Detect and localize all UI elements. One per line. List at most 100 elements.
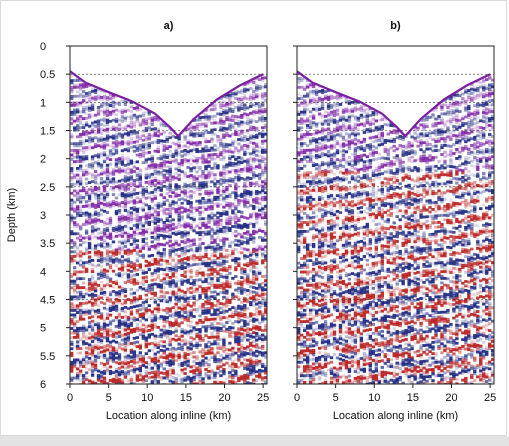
- reflector-cell: [183, 239, 187, 242]
- reflector-cell: [114, 352, 119, 355]
- reflector-cell: [129, 251, 134, 255]
- reflector-cell: [177, 358, 181, 362]
- reflector-cell: [264, 371, 267, 375]
- reflector-cell: [183, 309, 187, 312]
- reflector-cell: [114, 225, 119, 229]
- reflector-cell: [237, 331, 241, 335]
- reflector-cell: [204, 180, 208, 184]
- reflector-cell: [234, 362, 238, 366]
- reflector-cell: [177, 351, 181, 355]
- reflector-cell: [261, 184, 265, 188]
- reflector-cell: [144, 135, 148, 139]
- reflector-cell: [105, 348, 110, 352]
- reflector-cell: [159, 188, 163, 192]
- reflector-cell: [81, 171, 86, 175]
- reflector-cell: [204, 262, 208, 265]
- reflector-cell: [219, 286, 223, 290]
- reflector-cell: [126, 192, 131, 196]
- reflector-cell: [174, 244, 178, 247]
- reflector-cell: [201, 172, 205, 176]
- reflector-cell: [84, 346, 89, 350]
- reflector-cell: [78, 211, 83, 215]
- reflector-cell: [246, 232, 250, 236]
- reflector-cell: [153, 377, 157, 381]
- reflector-cell: [117, 377, 122, 381]
- reflector-cell: [90, 157, 95, 161]
- reflector-cell: [231, 191, 235, 195]
- reflector-cell: [246, 151, 250, 155]
- reflector-cell: [192, 184, 196, 188]
- reflector-cell: [138, 285, 143, 289]
- reflector-cell: [156, 229, 160, 232]
- reflector-cell: [75, 79, 80, 82]
- reflector-cell: [99, 273, 104, 277]
- reflector-cell: [186, 199, 190, 203]
- reflector-cell: [111, 253, 116, 257]
- reflector-cell: [246, 223, 250, 227]
- reflector-cell: [144, 340, 148, 344]
- reflector-cell: [305, 259, 310, 263]
- reflector-cell: [93, 206, 98, 209]
- reflector-cell: [99, 237, 104, 241]
- reflector-cell: [165, 228, 169, 232]
- reflector-cell: [231, 292, 235, 296]
- reflector-cell: [299, 191, 304, 195]
- reflector-cell: [72, 320, 77, 324]
- reflector-cell: [117, 127, 122, 131]
- reflector-cell: [147, 297, 151, 301]
- reflector-cell: [153, 219, 157, 223]
- reflector-cell: [132, 140, 137, 144]
- reflector-cell: [84, 202, 89, 206]
- reflector-cell: [123, 141, 128, 145]
- reflector-cell: [183, 331, 187, 335]
- reflector-cell: [70, 376, 74, 380]
- reflector-cell: [81, 277, 86, 281]
- reflector-cell: [195, 371, 199, 374]
- reflector-cell: [207, 171, 211, 175]
- reflector-cell: [138, 198, 143, 201]
- reflector-cell: [102, 142, 107, 146]
- reflector-cell: [201, 156, 205, 160]
- reflector-cell: [183, 245, 187, 249]
- reflector-cell: [78, 243, 83, 247]
- reflector-cell: [222, 210, 226, 214]
- reflector-cell: [302, 182, 307, 186]
- reflector-cell: [225, 230, 229, 234]
- reflector-cell: [171, 324, 175, 328]
- reflector-cell: [156, 220, 160, 223]
- reflector-cell: [299, 85, 304, 89]
- reflector-cell: [156, 186, 160, 190]
- reflector-cell: [108, 205, 113, 209]
- reflector-cell: [90, 202, 95, 206]
- reflector-cell: [105, 298, 110, 302]
- reflector-cell: [255, 104, 259, 108]
- reflector-cell: [299, 185, 304, 188]
- reflector-cell: [70, 302, 74, 306]
- reflector-cell: [302, 189, 307, 193]
- reflector-cell: [147, 265, 151, 269]
- reflector-cell: [126, 185, 131, 189]
- reflector-cell: [72, 128, 77, 132]
- reflector-cell: [216, 229, 220, 233]
- reflector-cell: [162, 340, 166, 344]
- reflector-cell: [93, 368, 98, 372]
- reflector-cell: [153, 352, 157, 356]
- reflector-cell: [84, 83, 89, 86]
- reflector-cell: [246, 81, 250, 85]
- reflector-cell: [186, 222, 190, 226]
- reflector-cell: [258, 105, 262, 109]
- reflector-cell: [126, 327, 131, 331]
- reflector-cell: [264, 254, 267, 258]
- reflector-cell: [297, 176, 301, 179]
- reflector-cell: [216, 202, 220, 206]
- reflector-cell: [243, 281, 247, 285]
- reflector-cell: [90, 340, 95, 343]
- reflector-cell: [84, 371, 89, 375]
- reflector-cell: [99, 332, 104, 336]
- reflector-cell: [264, 308, 267, 312]
- reflector-cell: [93, 113, 98, 117]
- reflector-cell: [198, 350, 202, 354]
- reflector-cell: [99, 373, 104, 376]
- reflector-cell: [99, 231, 104, 234]
- reflector-cell: [111, 193, 116, 196]
